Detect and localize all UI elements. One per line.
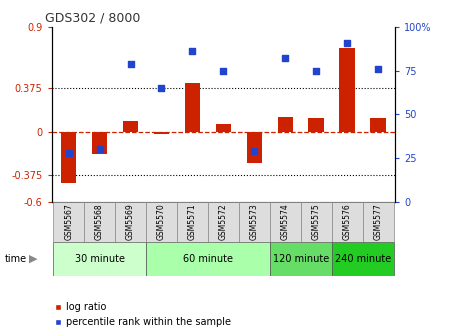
Bar — [308, 118, 324, 132]
Text: GSM5573: GSM5573 — [250, 203, 259, 240]
Bar — [123, 121, 138, 132]
Bar — [339, 48, 355, 132]
Point — [189, 49, 196, 54]
Bar — [115, 202, 146, 242]
Bar — [363, 202, 394, 242]
Bar — [61, 132, 76, 183]
Bar — [146, 242, 270, 276]
Text: GSM5577: GSM5577 — [374, 203, 383, 240]
Point — [127, 61, 134, 66]
Bar — [53, 202, 84, 242]
Bar — [370, 118, 386, 132]
Text: ▶: ▶ — [29, 254, 38, 264]
Text: GSM5570: GSM5570 — [157, 203, 166, 240]
Text: 120 minute: 120 minute — [273, 254, 329, 264]
Bar — [239, 202, 270, 242]
Bar — [146, 202, 177, 242]
Legend: log ratio, percentile rank within the sample: log ratio, percentile rank within the sa… — [50, 298, 235, 331]
Bar — [177, 202, 208, 242]
Point — [374, 66, 382, 72]
Bar — [270, 202, 301, 242]
Point — [96, 146, 103, 152]
Text: GSM5569: GSM5569 — [126, 203, 135, 240]
Text: GSM5575: GSM5575 — [312, 203, 321, 240]
Text: 240 minute: 240 minute — [335, 254, 391, 264]
Bar — [247, 132, 262, 163]
Point — [158, 85, 165, 91]
Bar — [92, 132, 107, 154]
Text: 60 minute: 60 minute — [183, 254, 233, 264]
Bar — [332, 242, 394, 276]
Bar — [301, 202, 332, 242]
Bar — [208, 202, 239, 242]
Point — [220, 68, 227, 73]
Text: GDS302 / 8000: GDS302 / 8000 — [45, 11, 140, 24]
Point — [65, 150, 72, 155]
Point — [251, 148, 258, 154]
Bar — [185, 83, 200, 132]
Point — [313, 68, 320, 73]
Text: time: time — [4, 254, 26, 264]
Text: GSM5567: GSM5567 — [64, 203, 73, 240]
Text: GSM5572: GSM5572 — [219, 203, 228, 240]
Bar — [53, 242, 146, 276]
Bar — [332, 202, 363, 242]
Point — [343, 40, 351, 45]
Text: GSM5568: GSM5568 — [95, 203, 104, 240]
Bar — [84, 202, 115, 242]
Text: GSM5571: GSM5571 — [188, 203, 197, 240]
Bar — [270, 242, 332, 276]
Point — [282, 56, 289, 61]
Bar — [277, 117, 293, 132]
Text: GSM5574: GSM5574 — [281, 203, 290, 240]
Bar — [216, 124, 231, 132]
Text: 30 minute: 30 minute — [75, 254, 125, 264]
Text: GSM5576: GSM5576 — [343, 203, 352, 240]
Bar — [154, 132, 169, 134]
